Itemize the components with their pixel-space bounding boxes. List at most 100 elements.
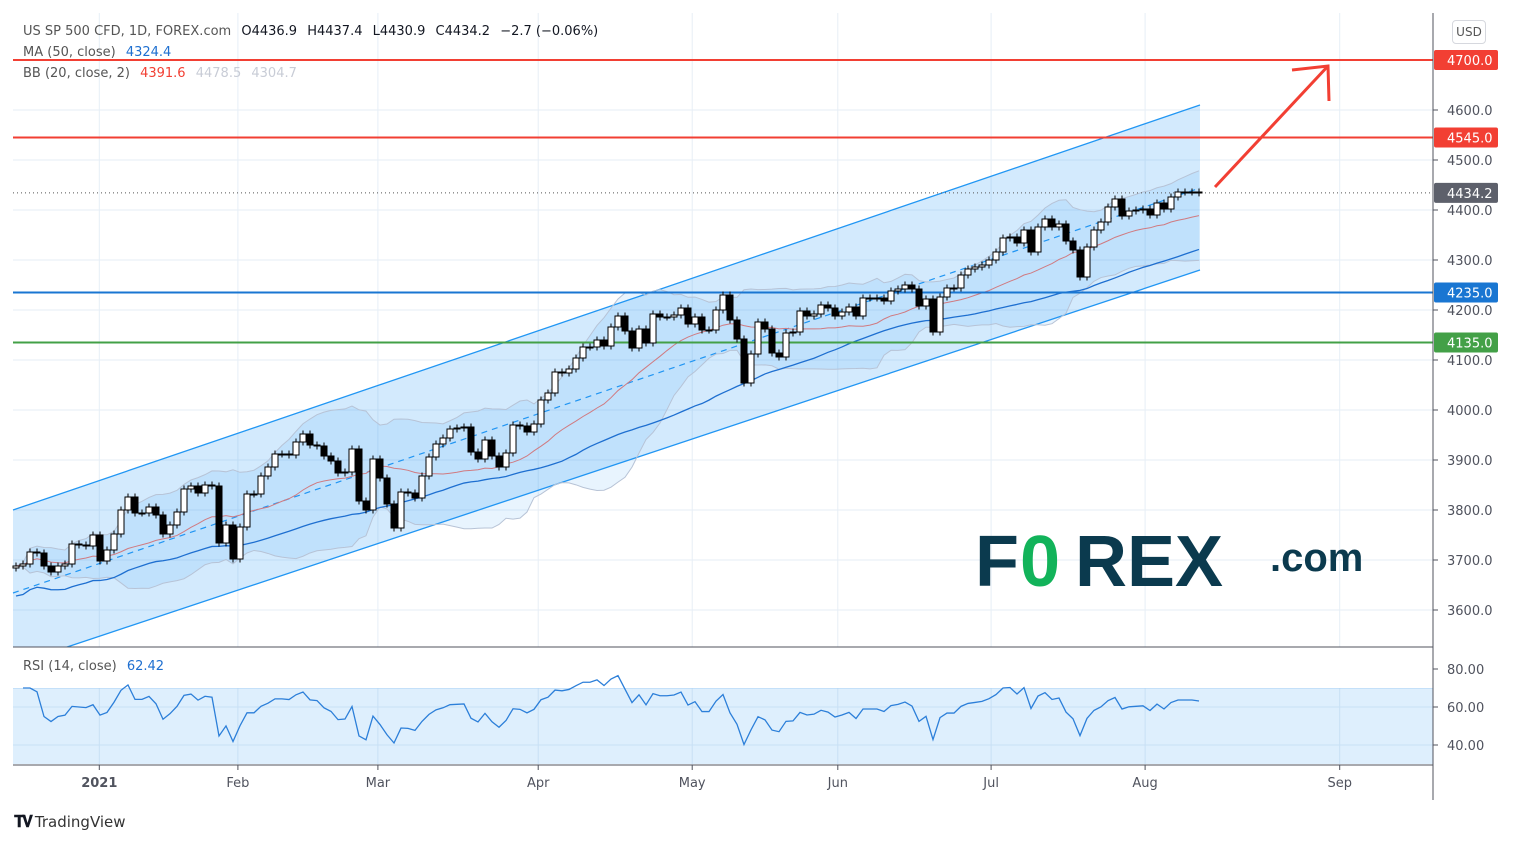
candle-up [68,543,76,565]
candle-down [915,288,923,307]
level-price-label: 4700.0 [1447,54,1493,69]
price-tick-label: 4300.0 [1447,254,1493,269]
currency-button[interactable]: USD [1452,20,1486,44]
candle-up [901,284,909,290]
tradingview-wordmark: TradingView [34,813,126,831]
arrow-shaft[interactable] [1213,64,1330,189]
bb-upper-value: 4478.5 [195,66,242,81]
candle-down [600,339,608,347]
candle-down [1027,229,1035,253]
candle-up [1188,191,1196,194]
level-price-label: 4235.0 [1447,287,1493,302]
candle-up [572,357,580,370]
candle-up [1097,221,1105,231]
candle-up [978,264,986,268]
candle-down [306,433,314,446]
candle-up [432,443,440,458]
candle-down [96,534,104,562]
candle-up [1090,229,1098,248]
candle-up [866,297,874,300]
candle-down [621,315,629,332]
axes[interactable]: 3600.0 3700.0 3800.0 3900.0 4000.0 4100.0 4200… [13,13,1498,800]
candle-down [656,313,664,318]
candle-down [684,307,692,325]
time-tick-label: Feb [226,776,249,791]
regression-channel[interactable] [0,104,1433,765]
last-price-label: 4434.2 [1447,187,1493,202]
candle-down [880,297,888,302]
candle-up [691,316,699,325]
candle-up [873,297,881,300]
time-tick-label: 2021 [81,776,117,791]
candle-up [19,563,27,567]
candle-down [1069,240,1077,251]
candle-down [313,444,321,447]
rsi-label: RSI (14, close) [23,659,117,674]
price-tick-label: 3900.0 [1447,454,1493,469]
bb-legend[interactable]: BB (20, close, 2) 4391.6 4478.5 4304.7 [23,66,303,81]
rsi-legend[interactable]: RSI (14, close) 62.42 [23,659,170,674]
channel-upper-line[interactable] [12,104,1201,511]
candle-up [1167,196,1175,210]
candle-up [446,428,454,439]
candle-up [397,491,405,529]
price-tick-label: 4200.0 [1447,304,1493,319]
level-price-label-bg [1434,127,1498,148]
candle-up [236,526,244,560]
candle-up [89,534,97,547]
pane-separator-cover [0,647,1433,688]
rsi-polyline [23,674,1200,747]
candle-up [1174,191,1182,198]
candle-down [740,338,748,384]
channel-lower-line[interactable] [12,269,1201,666]
candle-up [481,439,489,460]
ma-legend[interactable]: MA (50, close) 4324.4 [23,45,177,60]
candle-down [488,439,496,457]
candle-up [439,437,447,445]
candle-down [908,284,916,290]
tradingview-logo[interactable]: 𝐓𝐕 TradingView [14,812,126,832]
trend-arrow[interactable] [1213,64,1331,189]
candle-up [677,307,685,316]
candle-up [544,392,552,401]
candle-up [1020,229,1028,244]
candle-down [628,330,636,349]
price-tick-label: 4000.0 [1447,404,1493,419]
candle-up [957,274,965,289]
candle-up [936,296,944,333]
candle-down [215,485,223,544]
candle-down [775,352,783,358]
candle-up [887,290,895,302]
candle-up [845,306,853,313]
candle-up [985,259,993,266]
candle-down [390,503,398,529]
horizontal-levels[interactable] [13,59,1433,344]
level-price-label-bg [1434,332,1498,353]
candle-up [110,533,118,551]
candle-up [271,453,279,468]
candle-up [418,475,426,499]
level-price-label-bg [1434,282,1498,303]
candle-up [117,509,125,535]
candle-up [348,448,356,473]
ohlc-close: C4434.2 [435,24,491,39]
candle-up [1104,206,1112,223]
candle-down [411,492,419,499]
candle-down [929,298,937,333]
arrow-head-icon[interactable] [1291,64,1331,102]
tradingview-mark-icon: 𝐓𝐕 [14,812,33,831]
candle-up [579,346,587,359]
candle-down [698,316,706,331]
candle-up [922,298,930,307]
candle-up [614,315,622,328]
candle-up [1139,208,1147,211]
candle-down [362,500,370,511]
candle-down [1076,249,1084,278]
forex-logo-f: F [975,522,1019,602]
candle-down [1146,208,1154,216]
candle-up [992,251,1000,261]
candle-down [355,448,363,502]
channel-middle-line[interactable] [12,187,1201,594]
candle-up [1034,226,1042,253]
